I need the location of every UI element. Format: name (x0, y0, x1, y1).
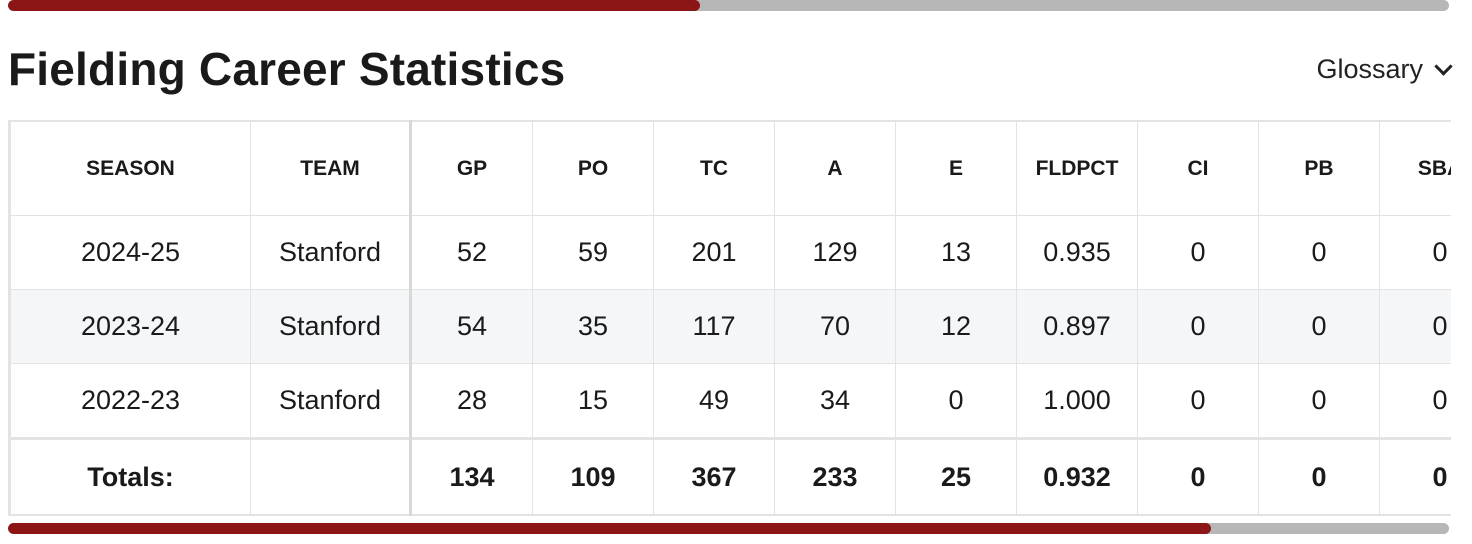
fielding-stats-table-container[interactable]: SEASON TEAM GP PO TC A E FLDPCT CI PB SB… (8, 120, 1451, 516)
column-header-sba[interactable]: SBA (1379, 120, 1451, 216)
cell-sba: 0 (1379, 215, 1451, 290)
glossary-label: Glossary (1316, 54, 1423, 84)
cell-a: 129 (774, 215, 896, 290)
cell-a: 70 (774, 289, 896, 364)
horizontal-scrollbar-top[interactable] (8, 0, 1449, 11)
cell-sba: 0 (1379, 363, 1451, 439)
scrollbar-thumb[interactable] (8, 523, 1212, 534)
cell-ci: 0 (1137, 215, 1259, 290)
cell-gp: 52 (410, 215, 533, 290)
fielding-stats-table: SEASON TEAM GP PO TC A E FLDPCT CI PB SB… (10, 120, 1451, 516)
cell-ci: 0 (1137, 289, 1259, 364)
column-header-tc[interactable]: TC (653, 120, 775, 216)
cell-tc: 49 (653, 363, 775, 439)
cell-fldpct: 0.897 (1016, 289, 1138, 364)
table-row: 2024-25 Stanford 52 59 201 129 13 0.935 … (10, 215, 1451, 290)
totals-po: 109 (532, 437, 654, 516)
totals-ci: 0 (1137, 437, 1259, 516)
cell-fldpct: 0.935 (1016, 215, 1138, 290)
page-title: Fielding Career Statistics (8, 43, 566, 95)
column-header-team[interactable]: TEAM (250, 120, 412, 216)
cell-gp: 54 (410, 289, 533, 364)
cell-team: Stanford (250, 363, 412, 439)
totals-label: Totals: (10, 437, 251, 516)
table-header-row: SEASON TEAM GP PO TC A E FLDPCT CI PB SB… (10, 120, 1451, 216)
cell-po: 15 (532, 363, 654, 439)
scrollbar-thumb[interactable] (8, 0, 700, 11)
cell-po: 59 (532, 215, 654, 290)
cell-sba: 0 (1379, 289, 1451, 364)
cell-team: Stanford (250, 215, 412, 290)
cell-team: Stanford (250, 289, 412, 364)
column-header-po[interactable]: PO (532, 120, 654, 216)
cell-pb: 0 (1258, 215, 1380, 290)
table-row: 2023-24 Stanford 54 35 117 70 12 0.897 0… (10, 289, 1451, 364)
cell-pb: 0 (1258, 289, 1380, 364)
column-header-season[interactable]: SEASON (10, 120, 251, 216)
cell-e: 13 (895, 215, 1017, 290)
cell-ci: 0 (1137, 363, 1259, 439)
totals-team (250, 437, 412, 516)
column-header-e[interactable]: E (895, 120, 1017, 216)
cell-po: 35 (532, 289, 654, 364)
totals-pb: 0 (1258, 437, 1380, 516)
totals-sba: 0 (1379, 437, 1451, 516)
totals-fldpct: 0.932 (1016, 437, 1138, 516)
cell-tc: 117 (653, 289, 775, 364)
table-row: 2022-23 Stanford 28 15 49 34 0 1.000 0 0… (10, 363, 1451, 439)
glossary-dropdown[interactable]: Glossary (1316, 54, 1453, 85)
cell-fldpct: 1.000 (1016, 363, 1138, 439)
cell-e: 12 (895, 289, 1017, 364)
horizontal-scrollbar-bottom[interactable] (8, 523, 1449, 534)
cell-season: 2023-24 (10, 289, 251, 364)
cell-season: 2024-25 (10, 215, 251, 290)
column-header-gp[interactable]: GP (410, 120, 533, 216)
totals-a: 233 (774, 437, 896, 516)
totals-tc: 367 (653, 437, 775, 516)
cell-pb: 0 (1258, 363, 1380, 439)
column-header-fldpct[interactable]: FLDPCT (1016, 120, 1138, 216)
chevron-down-icon (1434, 57, 1453, 76)
column-header-pb[interactable]: PB (1258, 120, 1380, 216)
cell-e: 0 (895, 363, 1017, 439)
column-header-a[interactable]: A (774, 120, 896, 216)
cell-a: 34 (774, 363, 896, 439)
cell-tc: 201 (653, 215, 775, 290)
cell-season: 2022-23 (10, 363, 251, 439)
totals-e: 25 (895, 437, 1017, 516)
totals-gp: 134 (410, 437, 533, 516)
cell-gp: 28 (410, 363, 533, 439)
column-header-ci[interactable]: CI (1137, 120, 1259, 216)
totals-row: Totals: 134 109 367 233 25 0.932 0 0 0 (10, 437, 1451, 516)
